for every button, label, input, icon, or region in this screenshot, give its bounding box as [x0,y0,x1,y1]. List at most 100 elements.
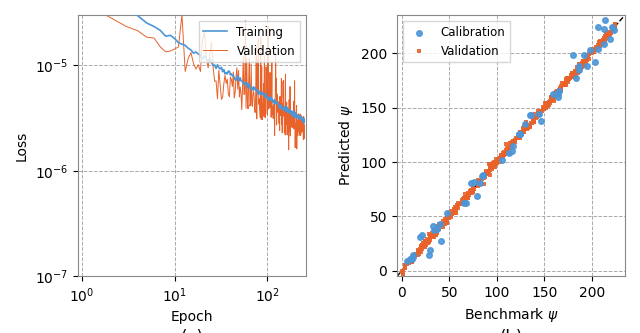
Calibration [468,179,479,185]
Validation [400,266,410,271]
Validation [467,188,477,193]
Calibration [402,259,412,264]
Validation [599,37,609,42]
Validation [539,106,549,111]
Validation [541,102,552,107]
Validation [469,186,479,191]
Validation [509,139,519,145]
Validation [429,228,440,233]
Validation [607,25,618,30]
Validation [598,41,608,47]
Validation [285,148,292,152]
Validation [529,120,539,125]
Validation [418,243,428,248]
Validation [420,242,431,248]
Validation [427,231,437,236]
Validation [467,190,477,196]
Validation [555,86,565,91]
Validation [495,160,506,165]
Validation [449,211,459,216]
Calibration [525,112,535,118]
Validation [490,161,500,166]
Validation [514,135,524,140]
Validation [449,208,459,213]
Validation [415,247,426,253]
Validation [419,240,429,246]
Validation [494,156,504,162]
Validation [468,185,478,190]
Validation [423,238,433,243]
Validation [462,195,472,200]
Validation [420,242,430,248]
Calibration [497,158,507,163]
Validation [595,39,605,44]
Validation [566,72,577,78]
Validation [456,201,466,206]
Validation [600,38,611,44]
Validation [587,51,597,56]
Validation [486,162,497,167]
Training [264,97,271,101]
Validation [537,108,547,114]
Validation [563,80,573,85]
Validation [433,227,443,232]
Validation [497,153,507,158]
Validation [413,249,423,255]
Validation [592,45,602,50]
Validation [605,29,616,35]
Validation [592,46,602,51]
Validation [400,262,410,268]
Validation [474,178,484,183]
Validation [548,95,558,101]
Validation [546,98,556,104]
Validation [522,125,532,130]
Validation [605,30,616,35]
Validation [481,170,492,176]
Validation [419,238,429,243]
Validation [428,233,438,238]
X-axis label: Epoch: Epoch [170,310,213,324]
Validation [527,121,537,126]
Validation [556,88,566,94]
Validation [299,130,307,134]
Validation [529,116,540,121]
Validation [515,131,525,137]
Validation [609,23,620,28]
Validation [517,131,527,136]
Calibration [504,151,515,156]
Validation [502,146,513,151]
Validation [589,47,599,53]
Validation [507,144,517,149]
Calibration [548,92,559,97]
Calibration [585,48,595,53]
Validation [502,148,513,153]
Validation [547,96,557,102]
Text: (a): (a) [180,329,204,333]
Validation [460,194,470,199]
Validation [538,105,548,110]
Validation [265,88,273,92]
Validation [593,45,604,50]
Validation [531,116,541,121]
Validation [573,64,584,69]
Calibration [442,211,452,216]
Validation [450,210,460,215]
Validation [559,80,570,85]
Validation [450,204,460,209]
Validation [522,123,532,129]
Training [285,109,293,113]
Calibration [435,221,445,226]
Validation [406,259,417,264]
Validation [581,54,591,60]
Validation [403,261,413,266]
Validation [484,163,495,168]
Validation [509,140,519,145]
Training [278,107,286,111]
Validation [442,215,452,220]
Validation [449,207,459,213]
Validation [416,249,426,254]
Validation [517,130,527,135]
Calibration [553,91,563,96]
Validation [575,63,586,68]
Validation [543,101,554,106]
